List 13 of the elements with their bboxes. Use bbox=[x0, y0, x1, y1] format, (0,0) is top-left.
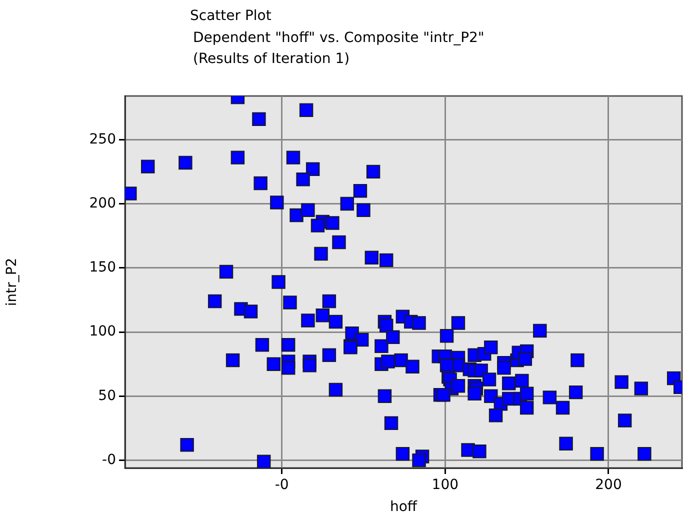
y-tick-label: 50 bbox=[98, 388, 116, 404]
x-tick-label: -0 bbox=[274, 477, 289, 494]
y-tick-label: -0 bbox=[102, 452, 116, 468]
y-tick-label: 150 bbox=[89, 260, 116, 276]
y-tick-label: 250 bbox=[89, 131, 116, 148]
x-tick-label: 100 bbox=[432, 477, 459, 494]
y-axis-title: intr_P2 bbox=[4, 258, 20, 306]
y-tick-label: 200 bbox=[89, 195, 116, 212]
chart-subtitle: Dependent "hoff" vs. Composite "intr_P2" (Results of Iteration 1) bbox=[193, 29, 484, 69]
chart-title: Scatter Plot bbox=[190, 8, 272, 24]
y-tick-label: 100 bbox=[89, 324, 116, 340]
x-axis-title: hoff bbox=[390, 499, 418, 516]
x-tick-label: 200 bbox=[595, 477, 622, 494]
